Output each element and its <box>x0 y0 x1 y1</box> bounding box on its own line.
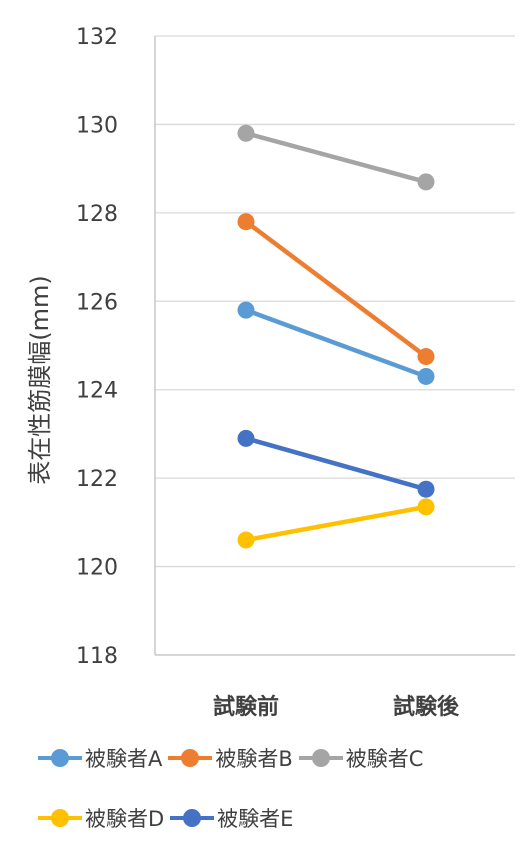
line-chart: 118 120 122 124 126 128 130 132 試験前 試験後 表在性筋膜幅(m… <box>26 25 515 720</box>
series-group <box>237 124 435 549</box>
legend-item: 被験者E <box>170 798 297 838</box>
series-line <box>237 429 435 498</box>
legend: 被験者A 被験者B 被験者C 被験者D 被験者E <box>38 738 518 838</box>
series-path <box>243 307 429 379</box>
legend-swatch <box>170 808 215 828</box>
y-tick-label: 118 <box>76 644 118 669</box>
series-line <box>237 498 435 549</box>
y-tick-label: 122 <box>76 467 118 492</box>
y-tick-label: 128 <box>76 202 118 227</box>
legend-label: 被験者B <box>215 747 293 771</box>
y-tick-label: 130 <box>76 113 118 138</box>
legend-label: 被験者D <box>85 807 165 831</box>
x-category-label: 試験前 <box>213 694 279 720</box>
legend-item: 被験者C <box>298 738 428 778</box>
series-path <box>243 219 429 359</box>
legend-swatch <box>168 748 213 768</box>
legend-item: 被験者B <box>168 738 296 778</box>
legend-swatch <box>38 808 82 828</box>
data-point <box>417 480 435 498</box>
data-point <box>237 301 255 319</box>
legend-label: 被験者E <box>217 807 294 831</box>
y-axis-label: 表在性筋膜幅(mm) <box>26 275 54 484</box>
series-line <box>237 301 435 385</box>
data-point <box>237 429 255 447</box>
data-point <box>417 173 435 191</box>
series-path <box>243 436 429 492</box>
data-point <box>237 531 255 549</box>
legend-swatch <box>298 748 343 768</box>
series-line <box>237 213 435 366</box>
legend-label: 被験者A <box>85 747 163 771</box>
legend-item: 被験者D <box>38 798 168 838</box>
data-point <box>417 498 435 516</box>
x-axis-categories: 試験前 試験後 <box>213 694 460 720</box>
y-tick-label: 126 <box>76 290 118 315</box>
data-point <box>237 124 255 142</box>
y-tick-label: 132 <box>76 25 118 50</box>
y-tick-label: 124 <box>76 379 118 404</box>
series-line <box>237 124 435 191</box>
data-point <box>237 213 255 231</box>
y-tick-label: 120 <box>76 556 118 581</box>
data-point <box>417 367 435 385</box>
legend-label: 被験者C <box>345 747 424 771</box>
data-point <box>417 348 435 366</box>
legend-swatch <box>38 748 82 768</box>
y-axis-ticks: 118 120 122 124 126 128 130 132 <box>76 25 118 669</box>
legend-item: 被験者A <box>38 738 166 778</box>
series-path <box>243 131 429 185</box>
series-path <box>243 504 429 543</box>
gridlines <box>155 35 515 656</box>
x-category-label: 試験後 <box>393 694 460 720</box>
